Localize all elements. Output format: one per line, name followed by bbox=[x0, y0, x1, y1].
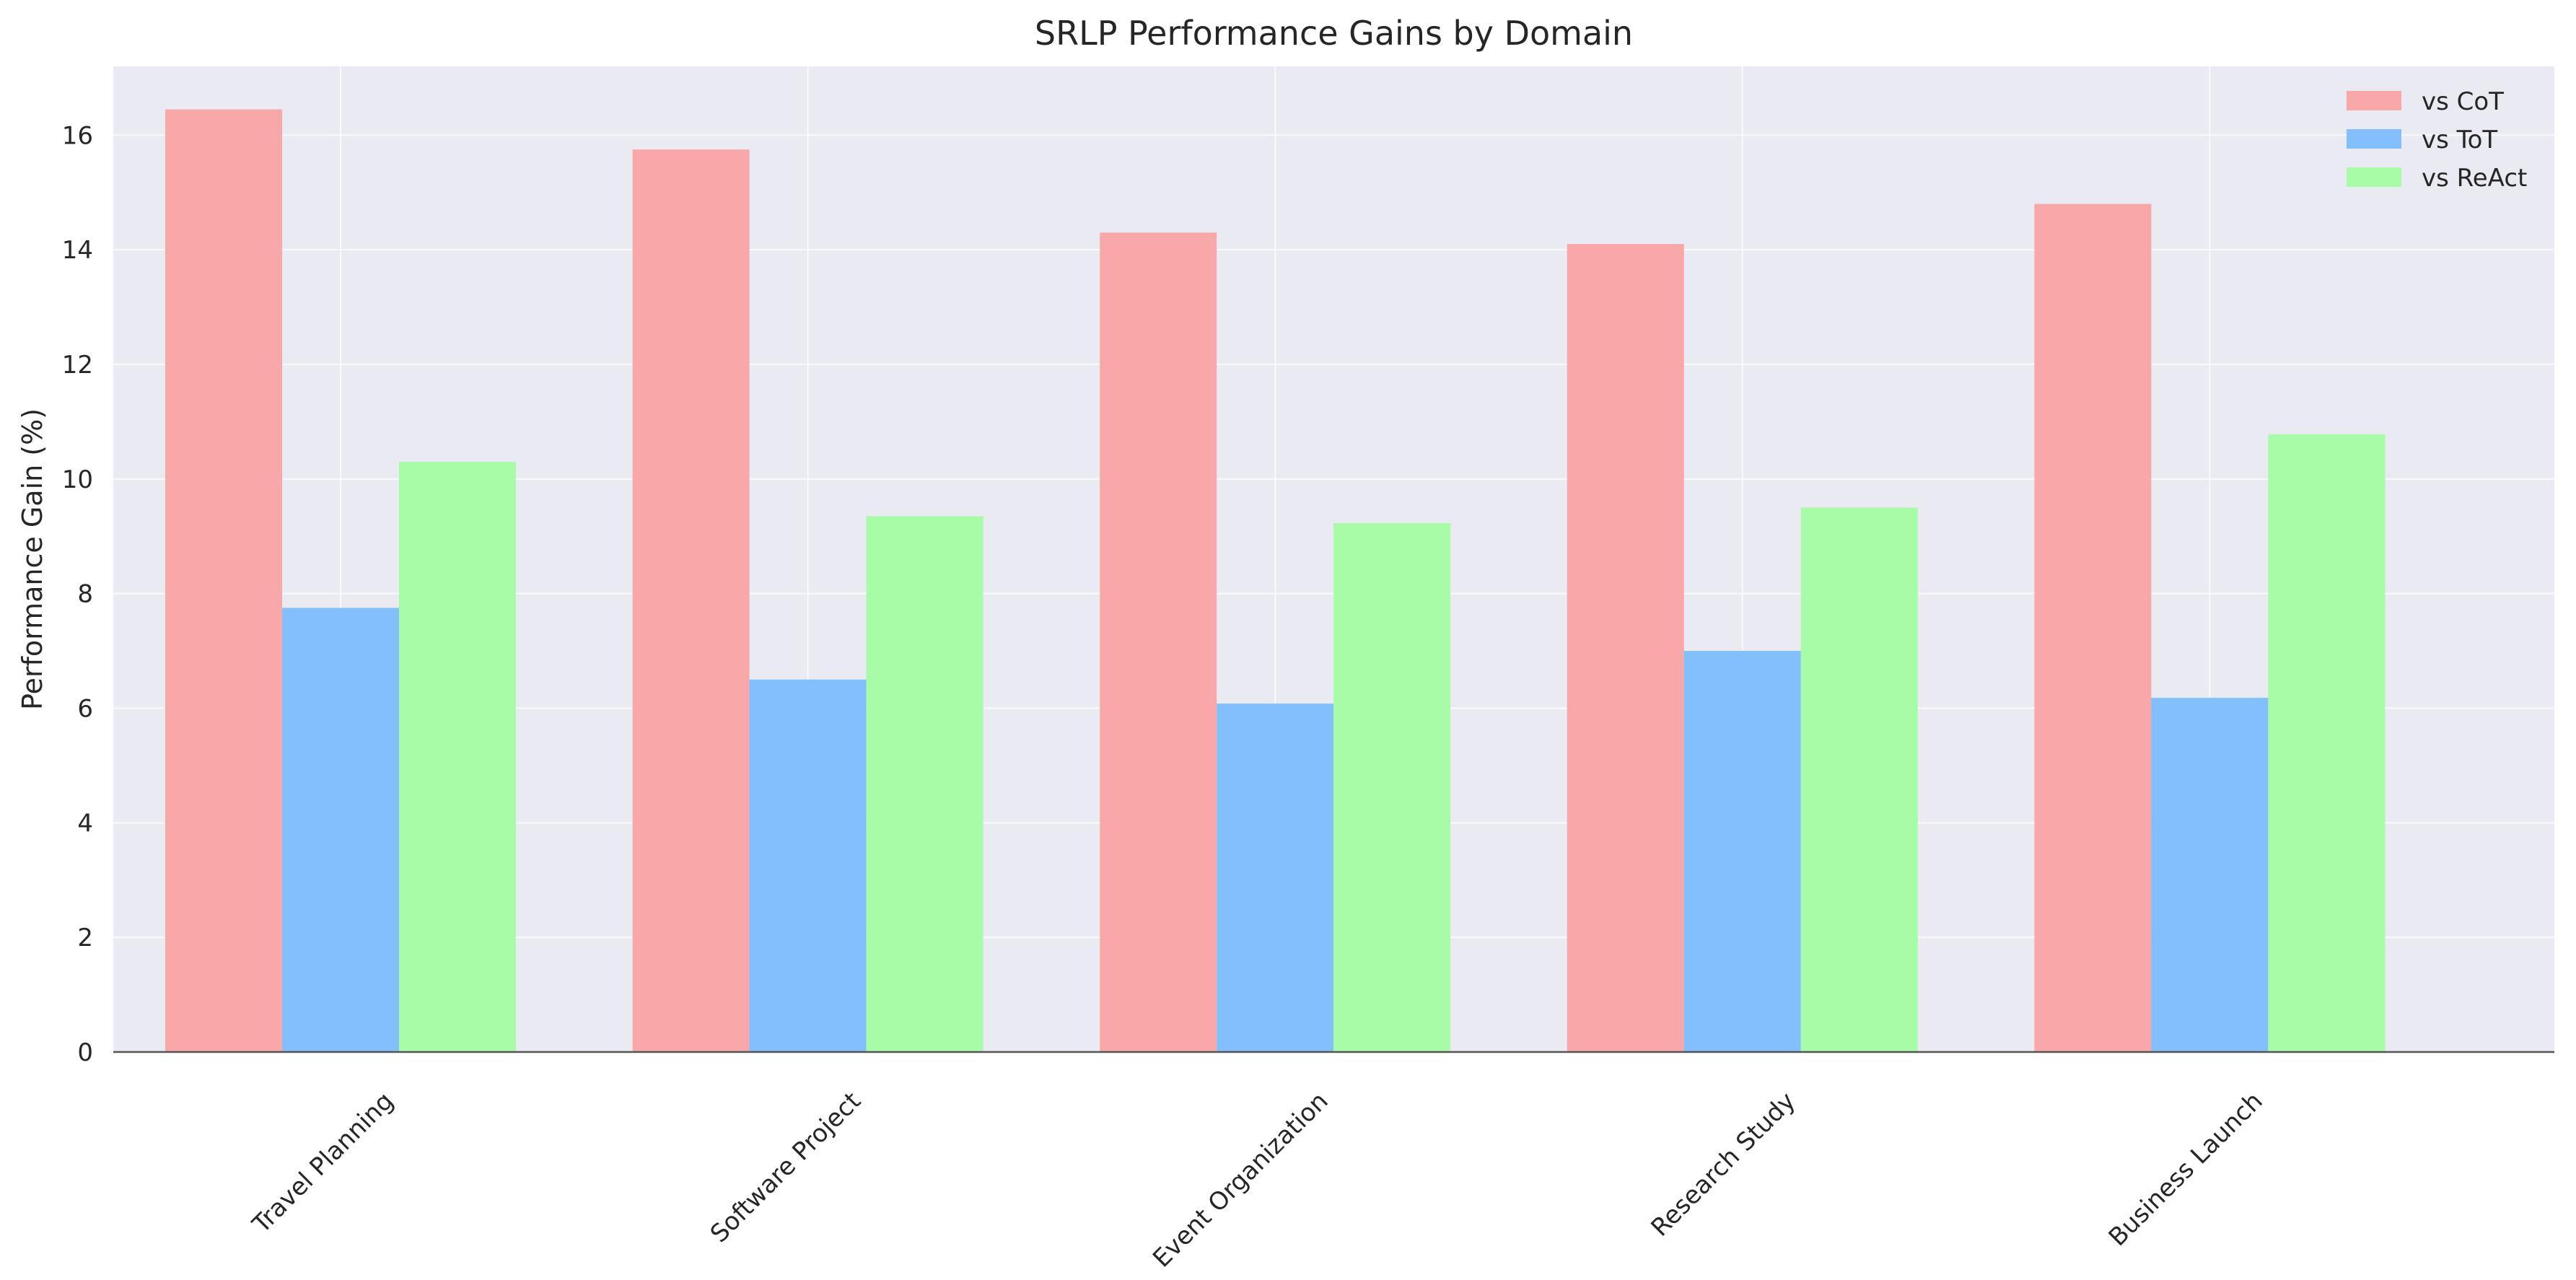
bar-vs-cot-business-launch bbox=[2034, 203, 2152, 1053]
y-tick-label: 12 bbox=[62, 351, 93, 380]
bar-vs-tot-business-launch bbox=[2151, 698, 2269, 1052]
legend-label: vs ToT bbox=[2422, 126, 2497, 154]
chart-title: SRLP Performance Gains by Domain bbox=[1035, 14, 1633, 53]
legend: vs CoT vs ToT vs ReAct bbox=[2347, 87, 2527, 193]
y-axis-ticks: 0 2 4 6 8 10 12 14 16 bbox=[62, 121, 93, 1067]
bar-vs-cot-event-organization bbox=[1100, 232, 1217, 1052]
x-tick-label: Travel Planning bbox=[247, 1087, 400, 1240]
bar-vs-tot-travel-planning bbox=[282, 608, 399, 1052]
bar-vs-cot-travel-planning bbox=[165, 109, 282, 1052]
y-tick-label: 16 bbox=[62, 121, 93, 150]
bar-vs-tot-research-study bbox=[1683, 651, 1801, 1052]
bars bbox=[165, 109, 2386, 1053]
y-tick-label: 14 bbox=[62, 236, 93, 265]
y-axis-title: Performance Gain (%) bbox=[17, 408, 48, 710]
y-tick-label: 10 bbox=[62, 465, 93, 494]
x-tick-label: Business Launch bbox=[2103, 1087, 2269, 1252]
legend-swatch bbox=[2347, 167, 2401, 187]
bar-vs-react-travel-planning bbox=[399, 461, 516, 1052]
bar-vs-cot-research-study bbox=[1567, 244, 1684, 1053]
bar-vs-cot-software-project bbox=[632, 149, 750, 1052]
y-tick-label: 4 bbox=[77, 809, 93, 838]
y-tick-label: 2 bbox=[77, 924, 93, 952]
y-tick-label: 0 bbox=[77, 1038, 93, 1067]
bar-vs-react-software-project bbox=[866, 516, 983, 1052]
bar-vs-tot-software-project bbox=[749, 679, 867, 1052]
legend-label: vs ReAct bbox=[2422, 164, 2527, 193]
x-tick-label: Research Study bbox=[1646, 1087, 1802, 1242]
y-tick-label: 8 bbox=[77, 580, 93, 609]
x-tick-label: Event Organization bbox=[1147, 1087, 1334, 1274]
legend-label: vs CoT bbox=[2422, 87, 2504, 116]
bar-vs-react-business-launch bbox=[2268, 434, 2386, 1052]
legend-swatch bbox=[2347, 129, 2401, 149]
x-tick-label: Software Project bbox=[705, 1087, 867, 1248]
bar-vs-react-event-organization bbox=[1333, 522, 1451, 1052]
bar-vs-tot-event-organization bbox=[1217, 703, 1334, 1052]
legend-swatch bbox=[2347, 91, 2401, 110]
bar-vs-react-research-study bbox=[1800, 507, 1918, 1052]
x-axis-ticks: Travel Planning Software Project Event Org… bbox=[247, 1087, 2269, 1274]
y-tick-label: 6 bbox=[77, 694, 93, 723]
